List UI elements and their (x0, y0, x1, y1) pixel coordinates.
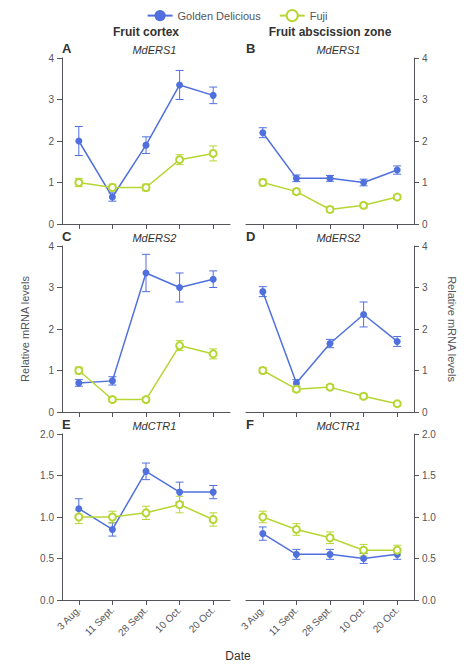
svg-text:0: 0 (48, 219, 54, 230)
svg-text:10 Oct.: 10 Oct. (337, 604, 368, 635)
svg-text:MdERS2: MdERS2 (132, 232, 176, 244)
svg-text:F: F (246, 417, 254, 432)
svg-text:1: 1 (48, 365, 54, 376)
svg-text:1: 1 (422, 177, 428, 188)
svg-text:10 Oct.: 10 Oct. (153, 604, 184, 635)
svg-text:3: 3 (422, 94, 428, 105)
svg-text:3: 3 (48, 94, 54, 105)
svg-text:Date: Date (225, 649, 251, 663)
svg-text:1.0: 1.0 (422, 512, 436, 523)
svg-text:Relative mRNA levels: Relative mRNA levels (19, 276, 31, 382)
svg-text:3 Aug.: 3 Aug. (55, 604, 83, 632)
svg-text:0.0: 0.0 (422, 595, 436, 606)
svg-text:11 Sept.: 11 Sept. (267, 604, 301, 638)
svg-text:0.5: 0.5 (422, 553, 436, 564)
svg-text:0: 0 (422, 407, 428, 418)
svg-text:Fruit abscission zone: Fruit abscission zone (269, 25, 392, 39)
svg-text:Golden Delicious: Golden Delicious (178, 10, 262, 22)
svg-text:0: 0 (48, 407, 54, 418)
svg-text:0: 0 (422, 219, 428, 230)
svg-text:Relative mRNA levels: Relative mRNA levels (446, 276, 458, 382)
svg-text:3: 3 (48, 282, 54, 293)
svg-text:2: 2 (422, 136, 428, 147)
svg-text:28 Sept.: 28 Sept. (300, 604, 334, 638)
svg-text:Fruit cortex: Fruit cortex (113, 25, 179, 39)
svg-text:A: A (62, 41, 72, 56)
svg-text:MdERS1: MdERS1 (316, 44, 360, 56)
svg-text:4: 4 (48, 53, 54, 64)
svg-text:2: 2 (422, 324, 428, 335)
svg-text:2.0: 2.0 (40, 429, 54, 440)
svg-text:C: C (62, 229, 72, 244)
svg-text:2: 2 (48, 324, 54, 335)
svg-text:2: 2 (48, 136, 54, 147)
svg-text:20 Oct.: 20 Oct. (187, 604, 218, 635)
svg-text:0.0: 0.0 (40, 595, 54, 606)
svg-text:1.5: 1.5 (40, 470, 54, 481)
svg-text:B: B (246, 41, 255, 56)
svg-text:MdERS1: MdERS1 (132, 44, 176, 56)
svg-text:1: 1 (48, 177, 54, 188)
svg-text:4: 4 (422, 241, 428, 252)
svg-text:0.5: 0.5 (40, 553, 54, 564)
svg-text:3: 3 (422, 282, 428, 293)
svg-text:20 Oct.: 20 Oct. (371, 604, 402, 635)
svg-text:MdCTR1: MdCTR1 (132, 420, 176, 432)
svg-text:MdERS2: MdERS2 (316, 232, 360, 244)
svg-text:28 Sept.: 28 Sept. (116, 604, 150, 638)
svg-text:Fuji: Fuji (310, 10, 328, 22)
svg-text:4: 4 (48, 241, 54, 252)
svg-text:3 Aug.: 3 Aug. (239, 604, 267, 632)
svg-text:2.0: 2.0 (422, 429, 436, 440)
svg-text:4: 4 (422, 53, 428, 64)
svg-text:11 Sept.: 11 Sept. (83, 604, 117, 638)
svg-text:MdCTR1: MdCTR1 (316, 420, 360, 432)
svg-text:1.0: 1.0 (40, 512, 54, 523)
svg-text:1: 1 (422, 365, 428, 376)
svg-text:1.5: 1.5 (422, 470, 436, 481)
svg-text:E: E (62, 417, 71, 432)
svg-text:D: D (246, 229, 255, 244)
